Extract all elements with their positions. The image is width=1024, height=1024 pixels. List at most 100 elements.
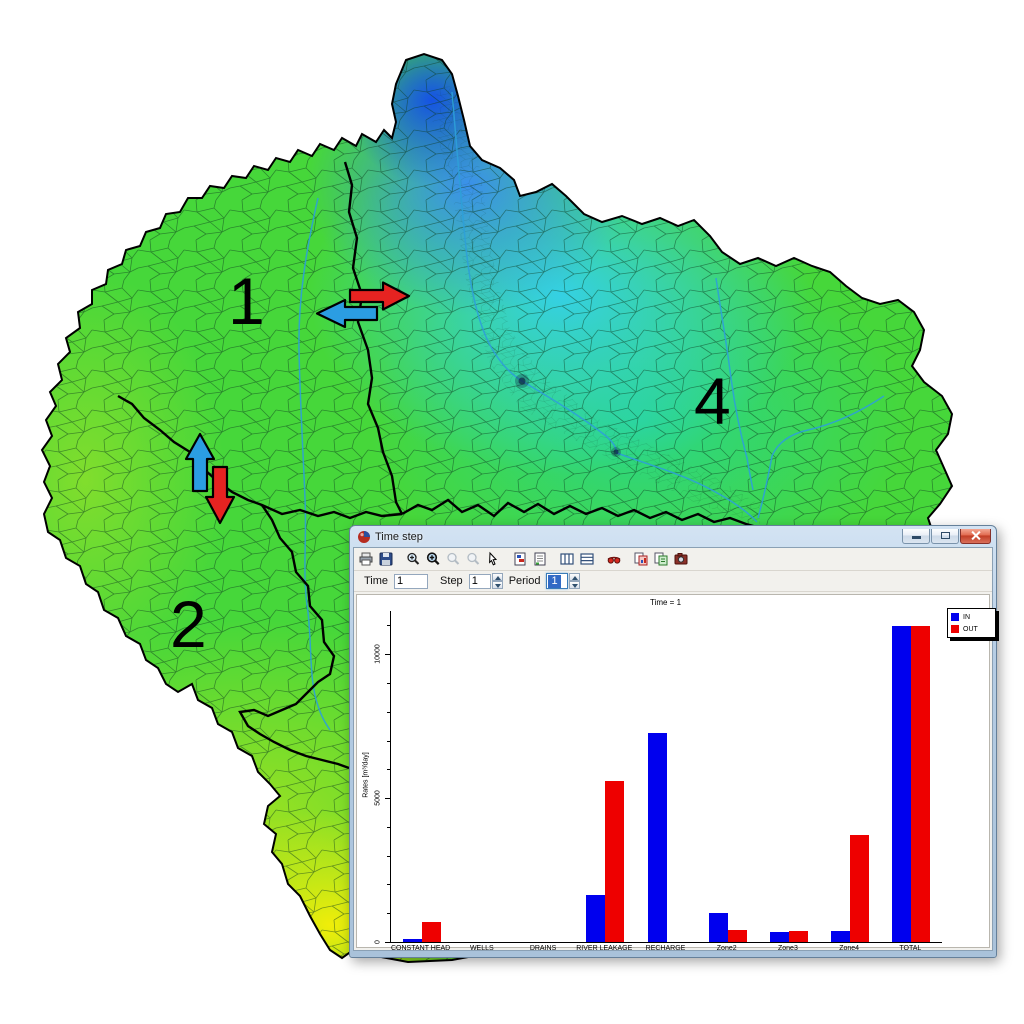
capture-icon[interactable]: [671, 550, 691, 568]
axis-tick: [387, 769, 391, 771]
toolbar: [354, 548, 992, 571]
chart-area: Time = 1 Rates [m³/day] IN OUT CONSTANT H…: [356, 594, 996, 952]
bar-in: [647, 733, 667, 942]
flow-right-arrow-icon: [348, 281, 411, 311]
select-cursor-icon[interactable]: [483, 550, 503, 568]
zone-label-2: 2: [170, 587, 207, 661]
restore-button[interactable]: [931, 528, 959, 544]
period-spinner-up[interactable]: [569, 573, 581, 581]
table-columns-icon[interactable]: [557, 550, 577, 568]
legend-swatch: [951, 625, 959, 633]
bar-out: [605, 780, 625, 942]
app-icon: [358, 531, 370, 543]
step-input[interactable]: [468, 573, 491, 589]
time-input[interactable]: [394, 573, 429, 589]
time-controls: Time Step Period 1: [354, 571, 992, 592]
bar-out: [421, 922, 441, 942]
format-properties-icon[interactable]: [510, 550, 530, 568]
step-spinner-down[interactable]: [491, 581, 503, 589]
axis-tick: [387, 855, 391, 857]
category-label: RECHARGE: [645, 945, 686, 952]
zone-boundaries: [117, 161, 758, 770]
legend-item: OUT: [948, 623, 995, 635]
category-label: Zone2: [716, 945, 737, 952]
plot-area: [385, 611, 942, 943]
zoom-full-disabled-icon[interactable]: [463, 550, 483, 568]
category-label: RIVER LEAKAGE: [576, 945, 633, 952]
bar-in: [892, 626, 912, 942]
legend-swatch: [951, 613, 959, 621]
y-tick-label: 10000: [374, 644, 382, 664]
goggles-icon[interactable]: [604, 550, 624, 568]
axis-tick: [387, 711, 391, 713]
table-rows-icon[interactable]: [577, 550, 597, 568]
y-axis-label: Rates [m³/day]: [362, 752, 370, 798]
category-label: TOTAL: [899, 945, 922, 952]
period-value: 1: [548, 574, 561, 588]
close-button[interactable]: [960, 528, 991, 544]
bar-in: [402, 939, 422, 942]
category-label: CONSTANT HEAD: [390, 945, 451, 952]
copy-chart-icon[interactable]: [631, 550, 651, 568]
zone-label-4: 4: [694, 364, 731, 438]
period-spinner: [569, 573, 581, 589]
close-icon: [971, 531, 981, 540]
axis-tick: [385, 798, 391, 800]
copy-data-icon[interactable]: [651, 550, 671, 568]
axis-tick: [387, 826, 391, 828]
step-label: Step: [440, 575, 463, 587]
bar-out: [850, 834, 870, 942]
flow-left-arrow-icon: [315, 298, 379, 329]
report-icon[interactable]: [530, 550, 550, 568]
axis-tick: [387, 884, 391, 886]
window-title: Time step: [375, 531, 423, 543]
bar-out: [911, 626, 931, 942]
bar-out: [788, 931, 808, 942]
zone-labels: 1 2 4: [170, 264, 731, 661]
mesh-refinement-spots: [515, 374, 621, 457]
category-label: Zone4: [839, 945, 860, 952]
flow-down-arrow-icon: [204, 465, 236, 525]
legend-item: IN: [948, 611, 995, 623]
bar-in: [769, 932, 789, 942]
save-icon[interactable]: [376, 550, 396, 568]
zone-label-1: 1: [228, 264, 265, 338]
category-label: DRAINS: [529, 945, 557, 952]
zoom-out-disabled-icon[interactable]: [443, 550, 463, 568]
category-label: Zone3: [778, 945, 798, 952]
print-icon[interactable]: [356, 550, 376, 568]
bar-out: [727, 929, 747, 942]
minimize-button[interactable]: [902, 528, 930, 544]
window-body: Time Step Period 1 Time = 1 Rates [m³/da…: [353, 547, 996, 952]
time-step-window: Time step: [349, 525, 997, 958]
zoom-in-icon[interactable]: [403, 550, 423, 568]
period-label: Period: [508, 575, 541, 587]
axis-tick: [387, 740, 391, 742]
zoom-window-icon[interactable]: [423, 550, 443, 568]
titlebar[interactable]: Time step: [353, 526, 993, 547]
chart-title: Time = 1: [649, 598, 682, 607]
step-spinner-up[interactable]: [491, 573, 503, 581]
axis-tick: [387, 683, 391, 684]
period-spinner-down[interactable]: [569, 581, 581, 589]
axis-tick: [385, 942, 391, 943]
axis-tick: [387, 625, 391, 627]
category-label: WELLS: [469, 945, 494, 952]
flow-up-arrow-icon: [184, 432, 216, 493]
rivers: [298, 91, 885, 731]
axis-tick: [387, 913, 391, 915]
y-tick-label: 5000: [374, 790, 382, 806]
flow-arrows: [184, 281, 411, 525]
refined-mesh-band: [432, 86, 760, 524]
restore-icon: [940, 532, 950, 539]
y-tick-label: 0: [374, 940, 382, 944]
minimize-icon: [911, 536, 921, 539]
bar-in: [831, 930, 851, 942]
legend: IN OUT: [947, 608, 996, 638]
bar-in: [708, 912, 728, 942]
axis-tick: [385, 654, 391, 656]
bar-in: [586, 894, 606, 942]
period-input[interactable]: 1: [546, 573, 569, 589]
